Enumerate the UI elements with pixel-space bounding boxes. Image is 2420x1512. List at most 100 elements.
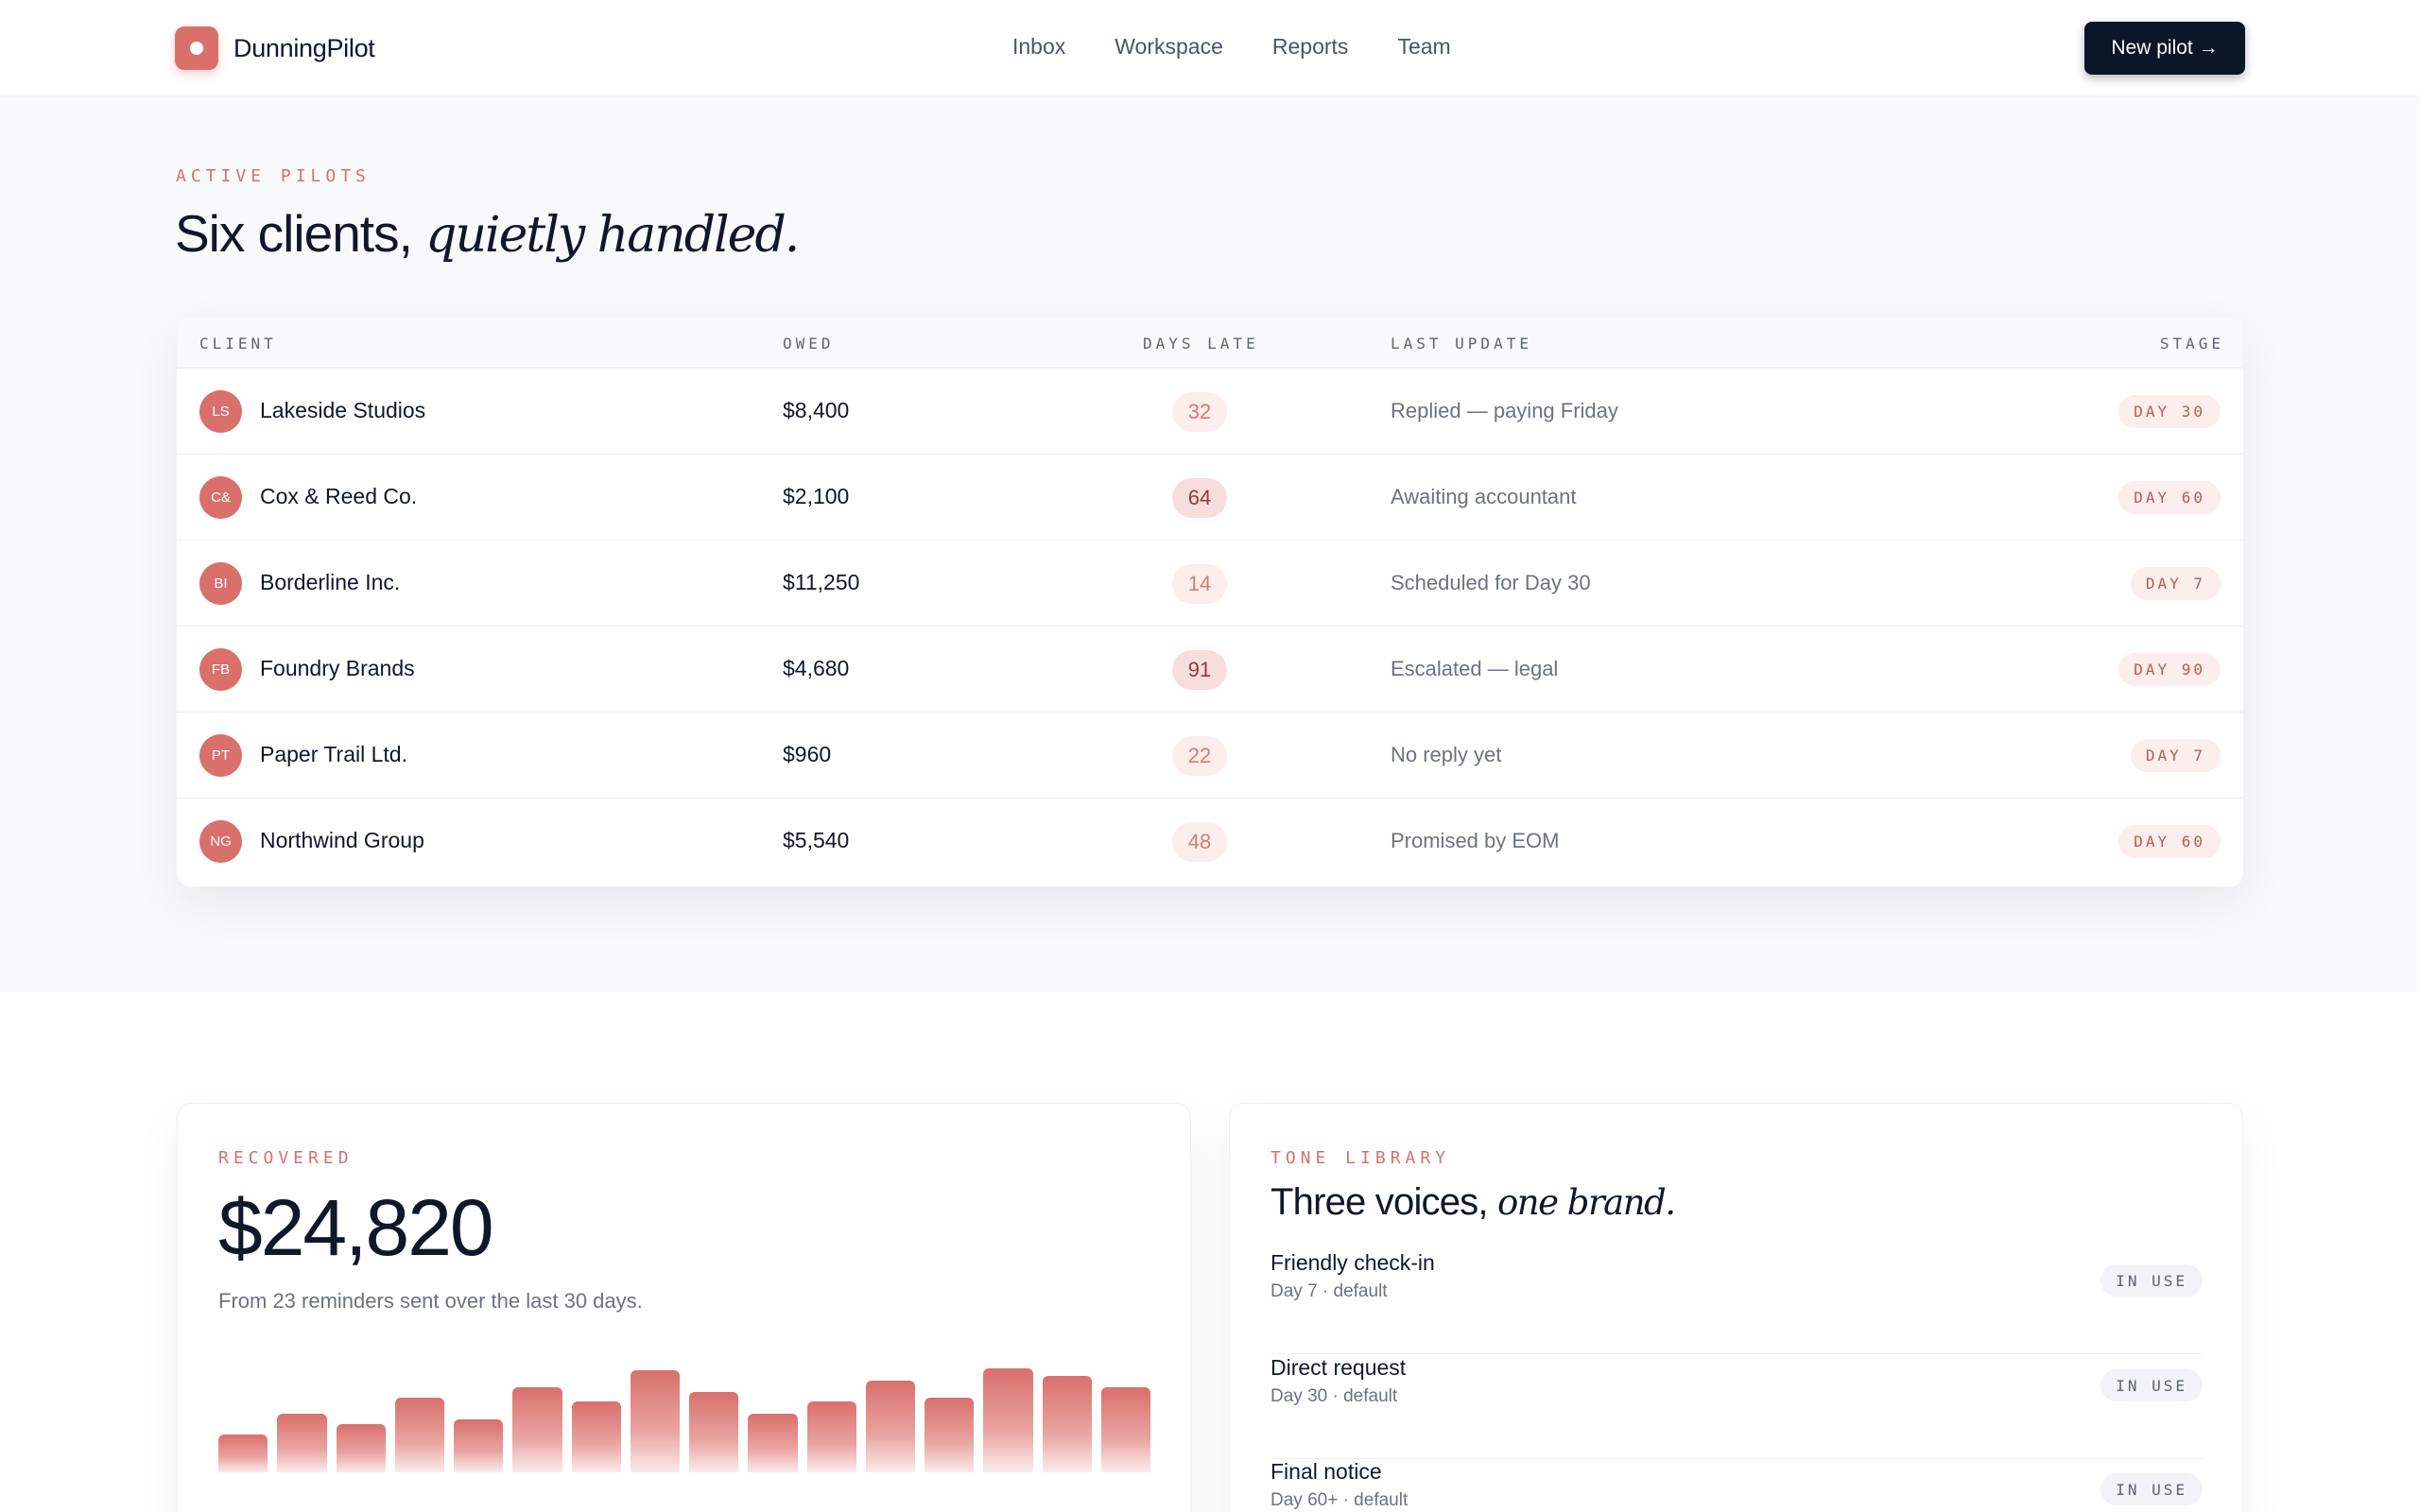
- recovered-bar: [1042, 1376, 1092, 1472]
- last-update: No reply yet: [1391, 743, 1502, 766]
- table-row[interactable]: BI Borderline Inc. $11,250 14 Scheduled …: [177, 541, 2243, 627]
- tone-library-card: TONE LIBRARY Three voices, one brand. Fr…: [1229, 1103, 2243, 1512]
- tone-library-title: Three voices, one brand.: [1270, 1181, 1676, 1224]
- tone-name: Direct request: [1270, 1355, 1407, 1380]
- tone-title-plain: Three voices,: [1270, 1181, 1498, 1223]
- tone-item[interactable]: Final notice Day 60+ · default IN USE: [1270, 1459, 2203, 1512]
- days-late-badge: 48: [1172, 822, 1227, 862]
- main-nav: Inbox Workspace Reports Team: [1012, 34, 1451, 60]
- title-italic: quietly handled.: [425, 207, 800, 264]
- client-name: Borderline Inc.: [260, 570, 401, 594]
- brand[interactable]: DunningPilot: [175, 26, 375, 70]
- last-update: Awaiting accountant: [1391, 485, 1577, 508]
- last-update: Replied — paying Friday: [1391, 399, 1618, 422]
- tone-item[interactable]: Direct request Day 30 · default IN USE: [1270, 1355, 2203, 1459]
- stage-badge: DAY 7: [2130, 739, 2221, 772]
- recovered-eyebrow: RECOVERED: [218, 1148, 354, 1168]
- recovered-subtitle: From 23 reminders sent over the last 30 …: [218, 1289, 643, 1313]
- title-plain: Six clients,: [175, 204, 426, 263]
- recovered-bar: [277, 1414, 327, 1472]
- recovered-bar: [925, 1398, 975, 1472]
- tone-name: Final notice: [1270, 1459, 1382, 1484]
- avatar: BI: [199, 562, 242, 605]
- days-late-badge: 91: [1172, 650, 1227, 690]
- tone-library-eyebrow: TONE LIBRARY: [1270, 1148, 1451, 1168]
- client-name: Foundry Brands: [260, 656, 415, 680]
- nav-workspace[interactable]: Workspace: [1115, 34, 1223, 59]
- in-use-badge: IN USE: [2100, 1369, 2203, 1401]
- recovered-bar: [218, 1435, 268, 1472]
- avatar: C&: [199, 476, 242, 519]
- table-row[interactable]: C& Cox & Reed Co. $2,100 64 Awaiting acc…: [177, 455, 2243, 541]
- section-eyebrow: ACTIVE PILOTS: [176, 166, 371, 186]
- avatar: LS: [199, 390, 242, 433]
- recovered-bar: [336, 1424, 386, 1472]
- recovered-bar: [394, 1398, 444, 1472]
- recovered-bar: [865, 1381, 915, 1472]
- owed-amount: $960: [783, 742, 832, 766]
- stage-badge: DAY 90: [2118, 653, 2221, 686]
- owed-amount: $8,400: [783, 398, 850, 422]
- recovered-bar: [689, 1392, 739, 1472]
- stage-badge: DAY 7: [2130, 567, 2221, 600]
- column-header-stage: STAGE: [2159, 335, 2224, 352]
- nav-inbox[interactable]: Inbox: [1012, 34, 1066, 59]
- tone-meta: Day 60+ · default: [1270, 1490, 1409, 1510]
- last-update: Scheduled for Day 30: [1391, 571, 1591, 594]
- owed-amount: $4,680: [783, 656, 850, 680]
- column-header-days-late: DAYS LATE: [1143, 335, 1259, 352]
- stage-badge: DAY 30: [2118, 395, 2221, 428]
- table-row[interactable]: FB Foundry Brands $4,680 91 Escalated — …: [177, 627, 2243, 713]
- in-use-badge: IN USE: [2100, 1264, 2203, 1297]
- recovered-bar: [748, 1414, 798, 1472]
- tone-name: Friendly check-in: [1270, 1250, 1435, 1275]
- recovered-bar: [806, 1401, 856, 1472]
- days-late-badge: 64: [1172, 478, 1227, 518]
- brand-name: DunningPilot: [233, 33, 375, 62]
- brand-logo-icon: [175, 26, 218, 70]
- table-row[interactable]: NG Northwind Group $5,540 48 Promised by…: [177, 799, 2243, 885]
- recovered-amount: $24,820: [218, 1183, 494, 1272]
- days-late-badge: 22: [1172, 736, 1227, 776]
- stage-badge: DAY 60: [2118, 481, 2221, 514]
- avatar: FB: [199, 648, 242, 691]
- days-late-badge: 14: [1172, 564, 1227, 604]
- last-update: Promised by EOM: [1391, 829, 1560, 852]
- avatar: NG: [199, 820, 242, 863]
- active-pilots-section: ACTIVE PILOTS Six clients, quietly handl…: [0, 96, 2420, 992]
- nav-team[interactable]: Team: [1397, 34, 1451, 59]
- column-header-last-update: LAST UPDATE: [1391, 335, 1532, 352]
- column-header-client: CLIENT: [199, 335, 277, 352]
- client-name: Cox & Reed Co.: [260, 484, 418, 508]
- owed-amount: $11,250: [783, 570, 860, 594]
- owed-amount: $5,540: [783, 828, 850, 852]
- new-pilot-button[interactable]: New pilot →: [2084, 22, 2245, 75]
- last-update: Escalated — legal: [1391, 657, 1559, 680]
- column-header-owed: OWED: [783, 335, 835, 352]
- table-row[interactable]: PT Paper Trail Ltd. $960 22 No reply yet…: [177, 713, 2243, 799]
- recovered-bar: [1100, 1387, 1150, 1472]
- tone-meta: Day 30 · default: [1270, 1386, 1398, 1406]
- owed-amount: $2,100: [783, 484, 850, 508]
- recovered-bar: [630, 1370, 680, 1472]
- days-late-badge: 32: [1172, 392, 1227, 432]
- pilots-table: CLIENT OWED DAYS LATE LAST UPDATE STAGE …: [177, 318, 2243, 886]
- page-title: Six clients, quietly handled.: [175, 203, 800, 264]
- avatar: PT: [199, 734, 242, 777]
- recovered-bar-chart: [218, 1359, 1150, 1472]
- tone-item[interactable]: Friendly check-in Day 7 · default IN USE: [1270, 1250, 2203, 1354]
- client-name: Northwind Group: [260, 828, 424, 852]
- in-use-badge: IN USE: [2100, 1473, 2203, 1505]
- tone-title-italic: one brand.: [1497, 1182, 1676, 1223]
- client-name: Paper Trail Ltd.: [260, 742, 407, 766]
- top-navigation-bar: DunningPilot Inbox Workspace Reports Tea…: [0, 0, 2420, 96]
- recovered-bar: [983, 1368, 1033, 1472]
- tone-meta: Day 7 · default: [1270, 1281, 1388, 1301]
- client-name: Lakeside Studios: [260, 398, 426, 422]
- recovered-card: RECOVERED $24,820 From 23 reminders sent…: [177, 1103, 1191, 1512]
- recovered-bar: [571, 1401, 621, 1472]
- table-row[interactable]: LS Lakeside Studios $8,400 32 Replied — …: [177, 369, 2243, 455]
- nav-reports[interactable]: Reports: [1271, 34, 1349, 59]
- recovered-bar: [454, 1419, 504, 1472]
- stage-badge: DAY 60: [2118, 825, 2221, 858]
